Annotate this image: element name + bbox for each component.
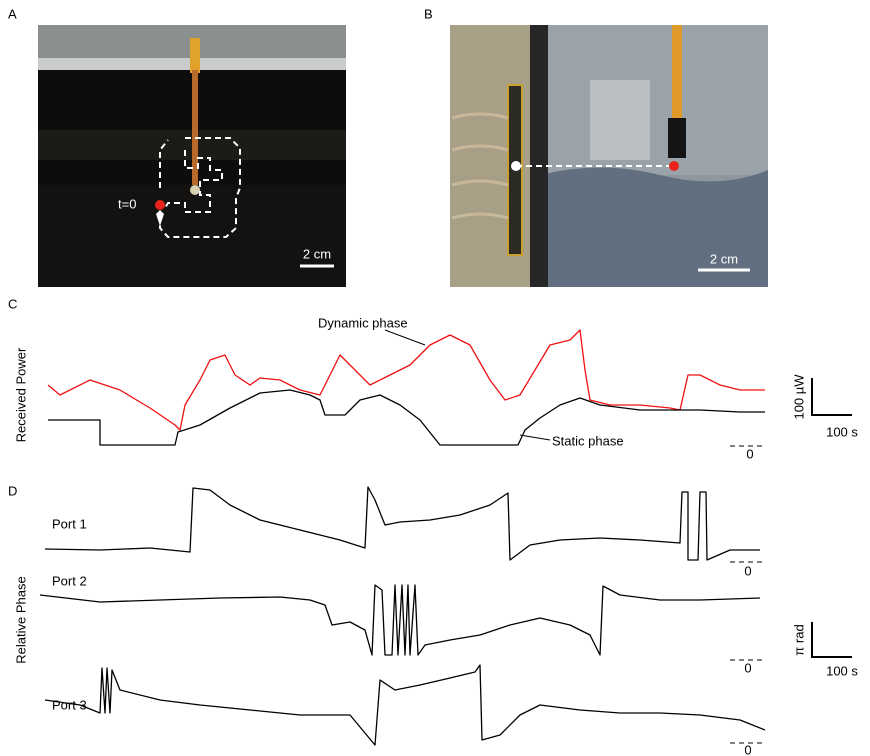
scale-label: 2 cm [710,251,738,266]
zero-label: 0 [744,742,751,756]
annotation: Dynamic phase [318,315,408,330]
scale-label: 100 s [826,663,858,678]
scale-label: 100 s [826,424,858,439]
scale-bar [812,622,852,657]
panel-label: B [424,6,433,21]
static-trace [48,390,765,445]
photo-b [450,25,768,287]
zero-label: 0 [744,563,751,578]
panel-label: D [8,483,17,498]
photo-a [38,25,346,287]
scale-label: 2 cm [303,246,331,261]
zero-label: 0 [744,660,751,675]
y-axis-label: Relative Phase [13,576,28,663]
panel-label: C [8,296,17,311]
callout-line [385,330,425,345]
scale-label: π rad [791,624,806,655]
panel-label: A [8,6,17,21]
scale-label: 100 µW [791,374,806,420]
y-axis-label: Received Power [13,347,28,442]
annotation: Static phase [552,433,624,448]
annotation: t=0 [118,196,136,211]
phase-trace [40,585,760,655]
zero-label: 0 [746,446,753,461]
port-label: Port 1 [52,516,87,531]
figure: A t=0 2 cm B 2 cm C Received Power Dynam… [0,0,870,756]
callout-line [520,435,550,440]
phase-trace [45,487,760,560]
port-label: Port 2 [52,573,87,588]
phase-trace [45,665,765,745]
dynamic-trace [48,330,765,430]
scale-bar [812,378,852,415]
